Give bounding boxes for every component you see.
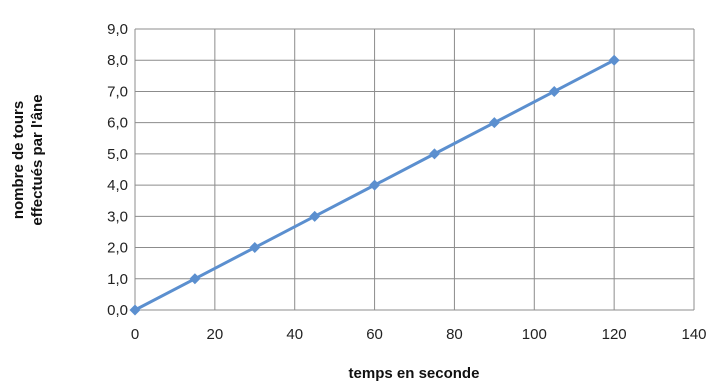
y-tick-label: 3,0 xyxy=(107,208,128,225)
x-tick-label: 120 xyxy=(602,326,627,343)
x-tick-label: 20 xyxy=(207,326,224,343)
data-point-marker xyxy=(130,305,141,316)
y-tick-label: 9,0 xyxy=(107,21,128,38)
y-axis-title: nombre de tours effectués par l'âne xyxy=(10,94,46,225)
y-tick-label: 4,0 xyxy=(107,177,128,194)
y-tick-label: 7,0 xyxy=(107,83,128,100)
x-tick-label: 40 xyxy=(286,326,303,343)
data-point-marker xyxy=(189,273,200,284)
x-tick-label: 100 xyxy=(522,326,547,343)
tick-labels: 0 20 40 60 80 100 120 140 0,0 1,0 2,0 3,0 4,0 5,0 6,0 7… xyxy=(107,21,706,343)
y-tick-label: 2,0 xyxy=(107,240,128,257)
y-tick-label: 8,0 xyxy=(107,52,128,69)
x-tick-label: 80 xyxy=(446,326,463,343)
y-axis-title-line-2: effectués par l'âne xyxy=(29,94,46,225)
data-point-marker xyxy=(609,55,620,66)
y-axis-title-line-1: nombre de tours xyxy=(10,101,27,219)
y-tick-label: 0,0 xyxy=(107,302,128,319)
y-tick-label: 5,0 xyxy=(107,146,128,163)
data-point-marker xyxy=(309,211,320,222)
y-tick-label: 1,0 xyxy=(107,271,128,288)
data-point-marker xyxy=(489,117,500,128)
data-point-marker xyxy=(249,242,260,253)
x-tick-label: 0 xyxy=(131,326,139,343)
x-tick-label: 140 xyxy=(681,326,706,343)
x-axis-title: temps en seconde xyxy=(349,365,480,382)
x-tick-label: 60 xyxy=(366,326,383,343)
data-point-marker xyxy=(429,148,440,159)
data-point-marker xyxy=(549,86,560,97)
y-tick-label: 6,0 xyxy=(107,115,128,132)
data-point-marker xyxy=(369,180,380,191)
